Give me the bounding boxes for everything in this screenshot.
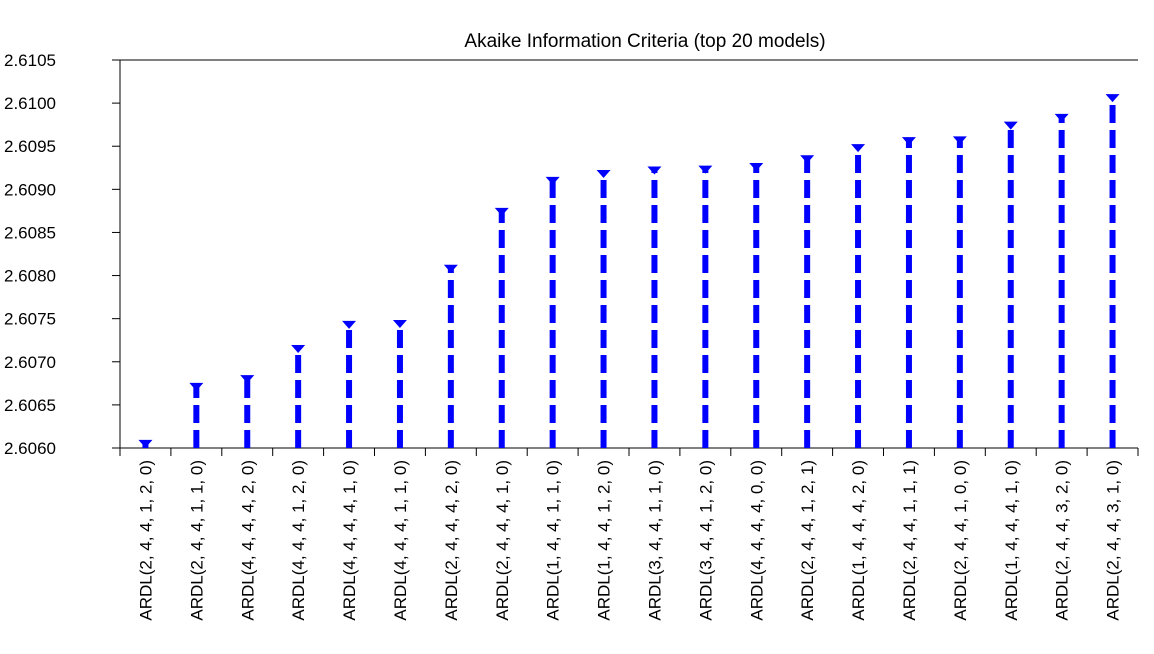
marker — [1054, 113, 1069, 122]
marker — [443, 264, 458, 273]
x-tick-label: ARDL(2, 4, 4, 3, 1, 0) — [1104, 460, 1123, 621]
marker — [749, 163, 764, 172]
marker — [1003, 121, 1018, 130]
chart-title: Akaike Information Criteria (top 20 mode… — [464, 31, 825, 52]
y-tick-label: 2.6080 — [4, 267, 56, 286]
y-tick-label: 2.6095 — [4, 137, 56, 156]
y-tick-label: 2.6070 — [4, 353, 56, 372]
y-tick-label: 2.6065 — [4, 396, 56, 415]
x-tick-label: ARDL(3, 4, 4, 1, 1, 0) — [645, 460, 664, 621]
x-tick-label: ARDL(4, 4, 4, 4, 1, 0) — [340, 460, 359, 621]
marker — [240, 375, 255, 384]
x-tick-label: ARDL(2, 4, 4, 1, 0, 0) — [951, 460, 970, 621]
marker — [342, 320, 357, 329]
marker — [901, 137, 916, 146]
x-tick-label: ARDL(2, 4, 4, 1, 2, 0) — [136, 460, 155, 621]
y-tick-label: 2.6075 — [4, 310, 56, 329]
x-tick-label: ARDL(1, 4, 4, 1, 1, 0) — [544, 460, 563, 621]
marker — [189, 382, 204, 391]
x-tick-label: ARDL(2, 4, 4, 1, 1, 0) — [187, 460, 206, 621]
x-tick-label: ARDL(2, 4, 4, 4, 2, 0) — [442, 460, 461, 621]
marker — [545, 176, 560, 185]
x-tick-label: ARDL(4, 4, 4, 4, 0, 0) — [747, 460, 766, 621]
x-tick-label: ARDL(4, 4, 4, 1, 2, 0) — [289, 460, 308, 621]
x-tick-label: ARDL(3, 4, 4, 1, 2, 0) — [696, 460, 715, 621]
marker — [392, 319, 407, 328]
marker — [952, 136, 967, 145]
marker — [494, 207, 509, 216]
marker — [596, 169, 611, 178]
marker — [1105, 94, 1120, 103]
x-tick-label: ARDL(2, 4, 4, 4, 1, 0) — [493, 460, 512, 621]
x-tick-label: ARDL(2, 4, 4, 1, 2, 1) — [798, 460, 817, 621]
x-tick-label: ARDL(4, 4, 4, 1, 1, 0) — [391, 460, 410, 621]
x-tick-label: ARDL(2, 4, 4, 3, 2, 0) — [1053, 460, 1072, 621]
y-tick-label: 2.6060 — [4, 439, 56, 458]
marker — [138, 439, 153, 448]
marker — [647, 166, 662, 175]
marker — [851, 144, 866, 153]
marker — [698, 165, 713, 174]
y-tick-label: 2.6100 — [4, 94, 56, 113]
y-tick-label: 2.6090 — [4, 180, 56, 199]
x-tick-label: ARDL(4, 4, 4, 4, 2, 0) — [238, 460, 257, 621]
marker — [291, 344, 306, 353]
y-tick-label: 2.6105 — [4, 51, 56, 70]
x-tick-label: ARDL(2, 4, 4, 1, 1, 1) — [900, 460, 919, 621]
x-tick-label: ARDL(1, 4, 4, 4, 1, 0) — [1002, 460, 1021, 621]
x-tick-label: ARDL(1, 4, 4, 1, 2, 0) — [595, 460, 614, 621]
marker — [800, 155, 815, 164]
y-tick-label: 2.6085 — [4, 223, 56, 242]
x-tick-label: ARDL(1, 4, 4, 4, 2, 0) — [849, 460, 868, 621]
